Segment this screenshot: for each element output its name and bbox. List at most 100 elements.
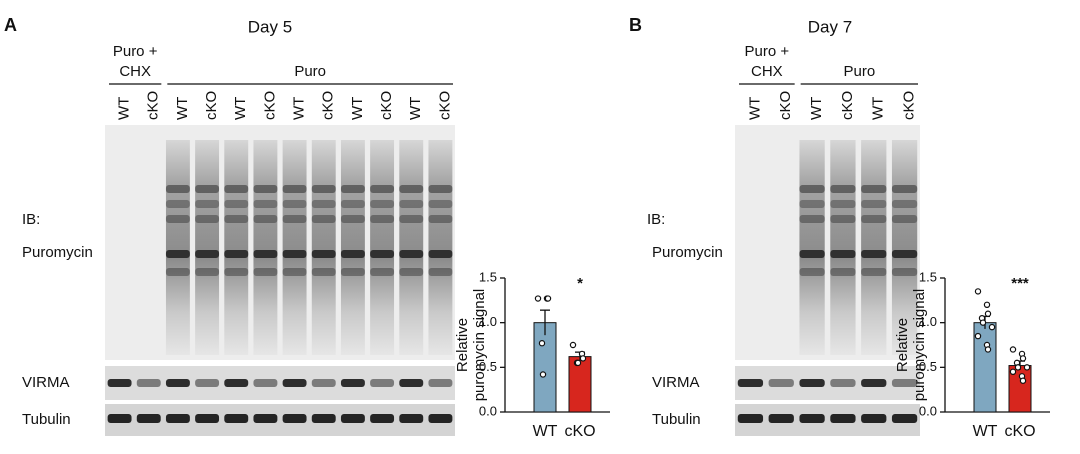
lane-smear [253, 140, 278, 355]
lane-smear [428, 140, 453, 355]
panel-title: Day 5 [248, 17, 292, 36]
band [799, 200, 825, 208]
tubulin-band [370, 414, 395, 423]
band [195, 215, 220, 223]
y-tick-label: 0.0 [479, 403, 497, 418]
lane-label: cKO [145, 91, 162, 120]
band [282, 250, 307, 258]
band [861, 215, 887, 223]
lane-smear [370, 140, 395, 355]
data-point [1019, 377, 1027, 384]
y-tick-label: 1.5 [479, 269, 497, 284]
data-point [1019, 355, 1027, 362]
blot-tubulin [735, 404, 920, 436]
x-tick-label: cKO [1004, 423, 1035, 440]
tubulin-band [830, 414, 856, 423]
lane-smear [282, 140, 307, 355]
band [165, 200, 190, 208]
blot-puromycin [735, 125, 920, 360]
band [224, 185, 249, 193]
band [165, 185, 190, 193]
virma-band [370, 379, 395, 387]
lane-smear [861, 140, 887, 355]
ib-label: IB: [22, 211, 40, 228]
band [340, 215, 365, 223]
band [224, 200, 249, 208]
lane-smear [830, 140, 856, 355]
data-point [984, 310, 992, 317]
band [311, 215, 336, 223]
data-point [579, 355, 587, 362]
band [311, 250, 336, 258]
virma-band [253, 379, 278, 387]
ib-label: IB: [647, 211, 665, 228]
data-point [984, 346, 992, 353]
virma-band [107, 379, 132, 387]
lane-smear [891, 140, 918, 355]
tubulin-band [253, 414, 278, 423]
band [799, 215, 825, 223]
y-tick-label: 0.5 [919, 359, 937, 374]
data-point [988, 323, 996, 331]
band [195, 250, 220, 258]
tubulin-band [107, 414, 132, 423]
blot-puromycin [105, 125, 455, 360]
lane-smear [799, 140, 825, 355]
band [311, 268, 336, 276]
virma-band [311, 379, 336, 387]
virma-band [195, 379, 220, 387]
virma-band [737, 379, 764, 387]
lane-smear [340, 140, 365, 355]
lane-label: cKO [261, 91, 278, 120]
data-point [574, 359, 582, 367]
band [861, 185, 887, 193]
data-point [1009, 346, 1017, 353]
band [370, 215, 395, 223]
virma-band [891, 379, 918, 387]
group-label: CHX [751, 63, 783, 80]
data-point [983, 301, 991, 308]
band [165, 250, 190, 258]
blot-virma [735, 366, 920, 400]
y-tick-label: 1.5 [919, 269, 937, 284]
blot-label: Puromycin [652, 244, 723, 261]
band [224, 268, 249, 276]
significance: * [577, 275, 583, 292]
lane-label: cKO [320, 91, 337, 120]
blot-label: Puromycin [22, 244, 93, 261]
lane-smear [399, 140, 424, 355]
band [861, 268, 887, 276]
group-label: Puro [843, 63, 875, 80]
band [830, 268, 856, 276]
virma-band [136, 379, 161, 387]
band [399, 200, 424, 208]
lane-label: WT [174, 97, 191, 120]
band [399, 215, 424, 223]
band [370, 268, 395, 276]
band [340, 250, 365, 258]
band [340, 268, 365, 276]
band [428, 215, 453, 223]
significance: *** [1011, 275, 1029, 292]
lane-label: WT [116, 97, 133, 120]
band [428, 268, 453, 276]
tubulin-band [311, 414, 336, 423]
group-label: Puro + [113, 43, 158, 60]
band [830, 250, 856, 258]
y-tick-label: 0.0 [919, 403, 937, 418]
band [799, 268, 825, 276]
blot-label: VIRMA [652, 374, 700, 391]
band [799, 250, 825, 258]
band [370, 185, 395, 193]
lane-label: WT [808, 97, 825, 120]
band [195, 268, 220, 276]
tubulin-band [399, 414, 424, 423]
blot-tubulin [105, 404, 455, 436]
band [428, 200, 453, 208]
data-point [538, 340, 546, 347]
band [370, 250, 395, 258]
lane-label: cKO [901, 91, 918, 120]
group-label: CHX [119, 63, 151, 80]
band [340, 185, 365, 193]
